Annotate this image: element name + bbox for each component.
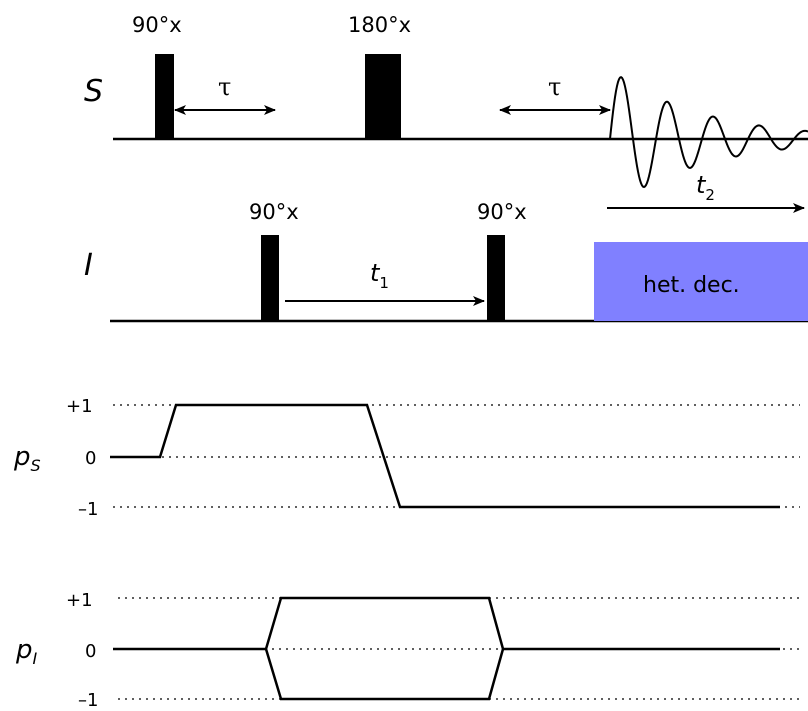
ps-level-minus1: –1 — [78, 499, 98, 520]
i-90-pulse-first-label: 90°x — [249, 200, 299, 224]
ps-level-plus1: +1 — [66, 396, 93, 417]
tau-second-label: τ — [548, 73, 561, 101]
s-90-pulse — [155, 54, 174, 139]
pi-level-plus1: +1 — [66, 590, 93, 611]
heteronuclear-decoupling-block — [594, 242, 808, 321]
s-90-pulse-label: 90°x — [132, 13, 182, 37]
s-180-pulse — [365, 54, 401, 139]
s-180-pulse-label: 180°x — [348, 13, 411, 37]
fid-signal — [609, 75, 808, 189]
t1-label: t1 — [370, 259, 389, 292]
pi-coherence-path-upper — [113, 596, 780, 651]
pi-coherence-path-lower — [264, 648, 505, 701]
t2-label: t2 — [696, 171, 715, 204]
i-90-pulse-second-label: 90°x — [477, 200, 527, 224]
ps-coherence-path — [110, 403, 780, 509]
heteronuclear-decoupling-label: het. dec. — [643, 273, 740, 298]
s-channel-label: S — [84, 74, 103, 109]
pi-level-minus1: –1 — [78, 690, 98, 711]
i-90-pulse-first — [261, 235, 279, 321]
tau-first-label: τ — [218, 73, 231, 101]
i-channel-label: I — [84, 248, 93, 283]
pi-level-zero: 0 — [85, 641, 96, 662]
ps-level-zero: 0 — [85, 448, 96, 469]
i-90-pulse-second — [487, 235, 505, 321]
ps-label: pS — [13, 442, 41, 475]
pi-label: pI — [15, 635, 38, 668]
